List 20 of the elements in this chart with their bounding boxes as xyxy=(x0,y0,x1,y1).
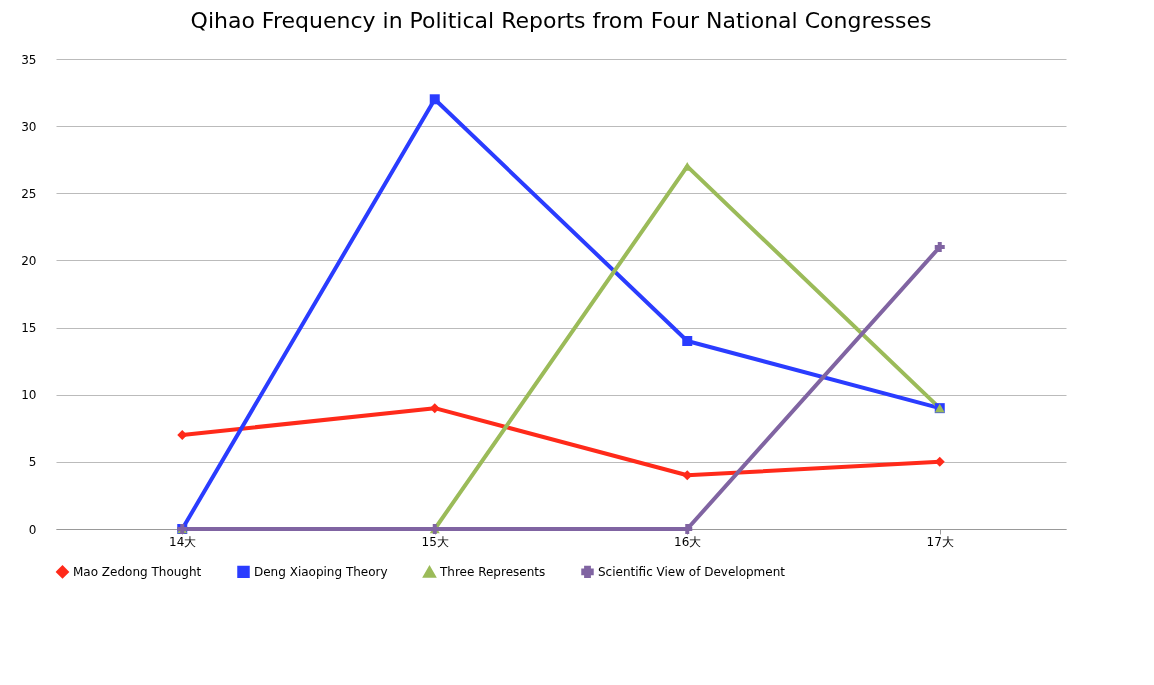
point xyxy=(934,242,945,252)
legend-label: Mao Zedong Thought xyxy=(73,564,202,579)
y-tick-label: 5 xyxy=(28,455,37,470)
x-tick-label: 17大 xyxy=(926,534,954,549)
y-tick-label: 20 xyxy=(21,253,37,268)
x-tick-label: 16大 xyxy=(674,534,702,549)
y-tick-label: 0 xyxy=(28,522,37,537)
chart-title: Qihao Frequency in Political Reports from Four National Congresses xyxy=(190,8,932,33)
y-tick-label: 10 xyxy=(21,388,37,403)
point xyxy=(682,336,693,346)
y-tick-label: 30 xyxy=(21,119,37,134)
legend-label: Deng Xiaoping Theory xyxy=(254,564,388,579)
legend-label: Scientific View of Development xyxy=(598,564,786,579)
y-tick-label: 25 xyxy=(21,186,37,201)
legend-label: Three Represents xyxy=(439,565,546,580)
y-tick-label: 15 xyxy=(21,321,37,336)
point xyxy=(429,94,440,105)
y-tick-label: 35 xyxy=(21,52,37,67)
x-tick-label: 14大 xyxy=(169,534,197,549)
x-tick-label: 15大 xyxy=(421,534,449,549)
